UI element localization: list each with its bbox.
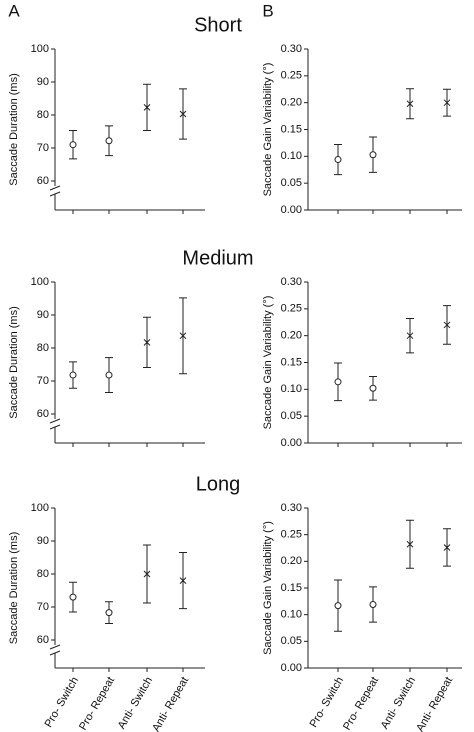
- marker: [105, 371, 113, 379]
- y-tick-label: 100: [31, 276, 49, 288]
- y-axis-label: Saccade Gain Variability (°): [262, 521, 274, 655]
- y-axis-label: Saccade Duration (ms): [8, 532, 20, 645]
- marker: [406, 100, 414, 108]
- y-tick-label: 70: [37, 142, 49, 154]
- y-tick-label: 0.15: [281, 582, 302, 594]
- y-axis-label: Saccade Duration (ms): [8, 306, 20, 419]
- y-tick-label: 0.20: [281, 555, 302, 567]
- marker: [69, 371, 77, 379]
- marker: [179, 332, 187, 340]
- y-tick-label: 0.25: [281, 70, 302, 82]
- marker: [369, 151, 377, 159]
- y-tick-label: 0.15: [281, 123, 302, 135]
- y-tick-label: 0.05: [281, 635, 302, 647]
- x-tick-label: Anti- Switch: [379, 675, 418, 731]
- y-tick-label: 0.05: [281, 177, 302, 189]
- y-axis-label: Saccade Gain Variability (°): [262, 63, 274, 197]
- y-tick-label: 0.00: [281, 204, 302, 216]
- y-tick-label: 0.10: [281, 383, 302, 395]
- y-tick-label: 70: [37, 375, 49, 387]
- marker: [334, 156, 342, 164]
- y-tick-label: 0.30: [281, 43, 302, 55]
- x-tick-label: Pro- Repeat: [341, 675, 381, 732]
- y-tick-label: 100: [31, 502, 49, 514]
- y-tick-label: 90: [37, 309, 49, 321]
- row-title: Short: [194, 14, 242, 36]
- panel-label: A: [8, 1, 20, 20]
- x-tick-label: Pro- Switch: [43, 675, 82, 730]
- y-tick-label: 0.10: [281, 609, 302, 621]
- x-tick-label: Pro- Switch: [308, 675, 347, 730]
- y-tick-label: 60: [37, 408, 49, 420]
- marker: [406, 540, 414, 548]
- y-tick-label: 90: [37, 76, 49, 88]
- y-tick-label: 0.20: [281, 330, 302, 342]
- x-tick-label: Anti- Repeat: [150, 675, 191, 732]
- y-tick-label: 0.10: [281, 150, 302, 162]
- marker: [369, 601, 377, 609]
- y-tick-label: 100: [31, 43, 49, 55]
- marker: [143, 339, 151, 346]
- marker: [443, 544, 451, 551]
- marker: [334, 602, 342, 610]
- y-tick-label: 0.00: [281, 662, 302, 674]
- y-tick-label: 60: [37, 175, 49, 187]
- y-tick-label: 80: [37, 568, 49, 580]
- row-title: Long: [196, 473, 241, 495]
- y-axis-label: Saccade Duration (ms): [8, 73, 20, 186]
- marker: [369, 384, 377, 392]
- marker: [443, 321, 451, 329]
- marker: [179, 577, 187, 584]
- marker: [406, 332, 414, 340]
- y-tick-label: 0.00: [281, 437, 302, 449]
- row-title: Medium: [182, 247, 253, 269]
- y-tick-label: 0.30: [281, 502, 302, 514]
- x-tick-label: Pro- Repeat: [77, 675, 117, 732]
- y-tick-label: 80: [37, 109, 49, 121]
- y-tick-label: 0.25: [281, 529, 302, 541]
- x-tick-label: Anti- Repeat: [414, 675, 455, 732]
- y-tick-label: 0.30: [281, 276, 302, 288]
- y-tick-label: 80: [37, 342, 49, 354]
- marker: [334, 378, 342, 386]
- axis-break: [49, 644, 61, 650]
- panel-label: B: [262, 1, 273, 20]
- y-tick-label: 70: [37, 601, 49, 613]
- marker: [105, 137, 113, 145]
- y-tick-label: 0.25: [281, 303, 302, 315]
- axis-break: [49, 185, 61, 191]
- y-tick-label: 0.15: [281, 356, 302, 368]
- y-axis-label: Saccade Gain Variability (°): [262, 296, 274, 430]
- y-tick-label: 0.20: [281, 97, 302, 109]
- marker: [179, 110, 187, 118]
- marker: [143, 104, 151, 111]
- axis-break: [49, 418, 61, 424]
- marker: [443, 99, 451, 107]
- x-tick-label: Anti- Switch: [116, 675, 155, 731]
- marker: [69, 593, 77, 601]
- marker: [143, 570, 151, 578]
- y-tick-label: 90: [37, 535, 49, 547]
- marker: [69, 141, 77, 149]
- y-tick-label: 60: [37, 634, 49, 646]
- y-tick-label: 0.05: [281, 410, 302, 422]
- marker: [105, 609, 113, 617]
